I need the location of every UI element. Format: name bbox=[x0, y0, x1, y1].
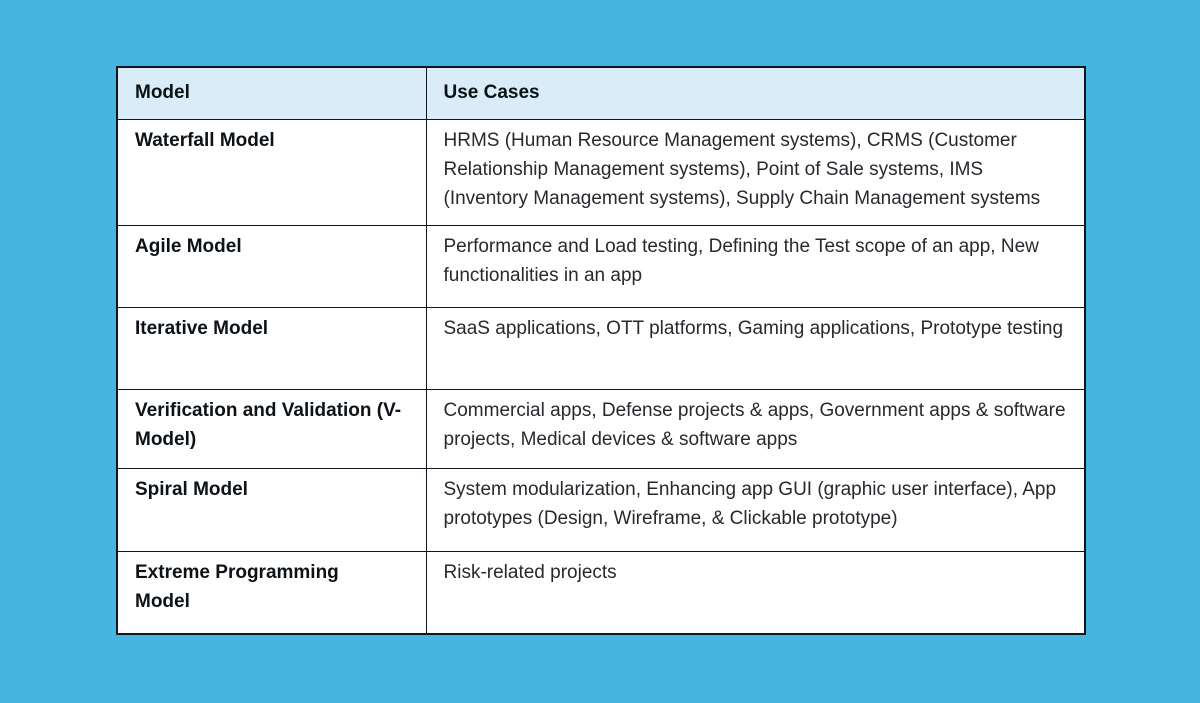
model-cell: Iterative Model bbox=[116, 306, 427, 390]
header-row: Model Use Cases bbox=[116, 66, 1086, 120]
models-usecases-table-container: Model Use Cases Waterfall Model HRMS (Hu… bbox=[116, 66, 1086, 635]
model-name: Agile Model bbox=[135, 235, 242, 257]
model-cell: Agile Model bbox=[116, 224, 427, 308]
use-cases-cell: System modularization, Enhancing app GUI… bbox=[425, 467, 1086, 552]
model-cell: Spiral Model bbox=[116, 467, 427, 552]
table-row-spiral: Spiral Model System modularization, Enha… bbox=[116, 467, 1086, 552]
model-name: Verification and Validation (V-Model) bbox=[135, 399, 402, 450]
table-row-waterfall: Waterfall Model HRMS (Human Resource Man… bbox=[116, 118, 1086, 226]
use-cases-cell: Commercial apps, Defense projects & apps… bbox=[425, 388, 1086, 469]
table-row-extreme-programming: Extreme Programming Model Risk-related p… bbox=[116, 550, 1086, 635]
use-cases-cell: SaaS applications, OTT platforms, Gaming… bbox=[425, 306, 1086, 390]
use-cases-text: Commercial apps, Defense projects & apps… bbox=[443, 399, 1066, 450]
model-name: Waterfall Model bbox=[135, 129, 275, 151]
use-cases-text: System modularization, Enhancing app GUI… bbox=[443, 478, 1057, 529]
table-body: Waterfall Model HRMS (Human Resource Man… bbox=[116, 118, 1086, 635]
column-header-model: Model bbox=[116, 66, 427, 120]
model-cell: Verification and Validation (V-Model) bbox=[116, 388, 427, 469]
use-cases-cell: Risk-related projects bbox=[425, 550, 1086, 635]
table-row-iterative: Iterative Model SaaS applications, OTT p… bbox=[116, 306, 1086, 390]
use-cases-text: SaaS applications, OTT platforms, Gaming… bbox=[443, 317, 1064, 339]
models-usecases-table: Model Use Cases Waterfall Model HRMS (Hu… bbox=[116, 66, 1086, 635]
model-name: Extreme Programming Model bbox=[135, 561, 339, 612]
table-header: Model Use Cases bbox=[116, 66, 1086, 120]
column-header-use-cases: Use Cases bbox=[425, 66, 1086, 120]
use-cases-text: Risk-related projects bbox=[443, 561, 617, 583]
table-row-v-model: Verification and Validation (V-Model) Co… bbox=[116, 388, 1086, 469]
table-row-agile: Agile Model Performance and Load testing… bbox=[116, 224, 1086, 308]
model-name: Iterative Model bbox=[135, 317, 269, 339]
model-cell: Waterfall Model bbox=[116, 118, 427, 226]
model-name: Spiral Model bbox=[135, 478, 248, 500]
use-cases-text: Performance and Load testing, Defining t… bbox=[443, 235, 1039, 286]
use-cases-cell: Performance and Load testing, Defining t… bbox=[425, 224, 1086, 308]
use-cases-cell: HRMS (Human Resource Management systems)… bbox=[425, 118, 1086, 226]
model-cell: Extreme Programming Model bbox=[116, 550, 427, 635]
use-cases-text: HRMS (Human Resource Management systems)… bbox=[443, 129, 1041, 209]
